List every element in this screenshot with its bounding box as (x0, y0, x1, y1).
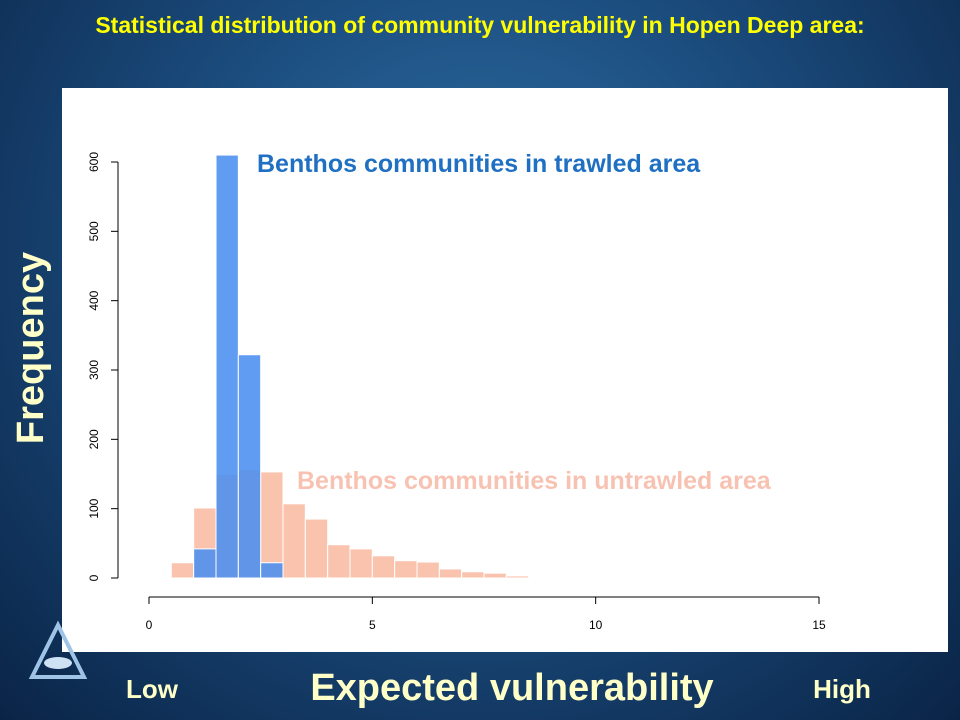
y-tick-label: 100 (87, 498, 101, 518)
series-label: Benthos communities in trawled area (257, 150, 701, 178)
bar (550, 576, 574, 579)
x-axis-title: Expected vulnerability (310, 667, 713, 709)
bar (237, 354, 262, 579)
bar (170, 562, 195, 579)
bar (349, 548, 373, 579)
bar (505, 575, 530, 579)
bar (327, 544, 351, 579)
logo (28, 620, 88, 679)
bar (438, 568, 463, 579)
x-tick-label: 10 (589, 618, 603, 632)
y-tick-label: 300 (87, 360, 101, 380)
bar (193, 548, 217, 579)
y-tick-label: 400 (87, 290, 101, 310)
x-tick-label: 15 (812, 618, 826, 632)
bar (483, 572, 507, 579)
x-tick-label: 0 (146, 618, 153, 632)
bar (260, 562, 284, 579)
bar (260, 471, 284, 579)
slide-title: Statistical distribution of community vu… (95, 12, 865, 38)
y-tick-label: 0 (87, 574, 101, 581)
bar (282, 503, 306, 579)
x-low-label: Low (126, 674, 179, 704)
y-tick-label: 200 (87, 429, 101, 449)
x-high-label: High (813, 674, 871, 704)
bar (394, 560, 418, 579)
bar (371, 555, 396, 579)
bar (416, 561, 440, 579)
y-tick-label: 600 (87, 152, 101, 172)
bar (304, 518, 329, 579)
x-tick-label: 5 (369, 618, 376, 632)
y-tick-label: 500 (87, 221, 101, 241)
y-axis-title: Frequency (10, 252, 52, 444)
bar (461, 571, 485, 579)
series-label: Benthos communities in untrawled area (297, 467, 772, 495)
bar (215, 154, 239, 579)
